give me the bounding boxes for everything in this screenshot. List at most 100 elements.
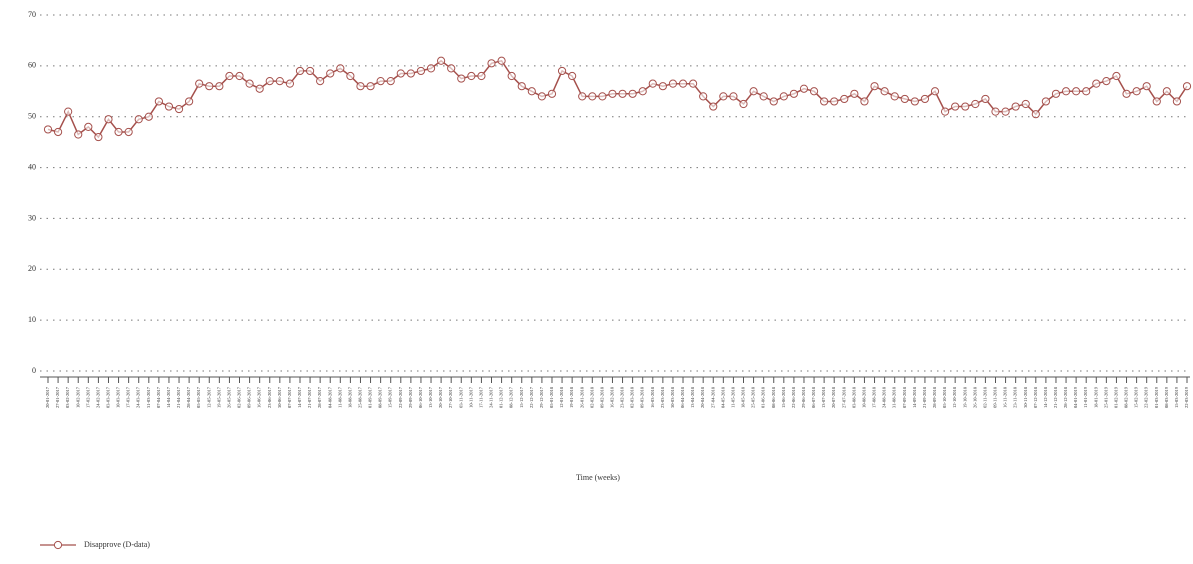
x-tick-label: 24-11-2017: [489, 386, 494, 408]
data-point: [628, 89, 637, 98]
x-tick-label: 03-02-2017: [65, 386, 70, 408]
x-tick-label: 03-08-2018: [851, 386, 856, 408]
data-point: [809, 87, 819, 96]
data-point: [890, 92, 899, 101]
x-tick-label: 25-05-2018: [751, 386, 756, 408]
data-point: [447, 64, 456, 73]
x-tick-label: 10-08-2018: [861, 386, 866, 408]
data-point: [547, 89, 557, 98]
x-tick-label: 18-05-2018: [741, 386, 746, 408]
x-tick-label: 22-12-2017: [529, 386, 534, 408]
x-tick-label: 20-01-2017: [45, 386, 50, 408]
data-point: [971, 99, 980, 109]
data-point: [295, 66, 305, 76]
x-tick-label: 27-04-2018: [710, 386, 715, 408]
series-line: [47, 59, 1188, 139]
x-tick-label: 25-08-2017: [358, 386, 363, 408]
x-tick-label: 19-05-2017: [216, 386, 221, 408]
x-tick-label: 05-01-2018: [549, 386, 554, 408]
data-point: [719, 92, 728, 101]
data-point: [1172, 97, 1182, 106]
data-point: [235, 71, 244, 81]
x-tick-label: 01-06-2018: [761, 386, 766, 408]
x-tick-label: 21-07-2017: [307, 386, 312, 408]
data-point: [517, 82, 526, 91]
data-point: [185, 97, 194, 106]
x-tick-label: 06-04-2018: [680, 386, 685, 408]
data-point: [578, 92, 587, 101]
x-tick-label: 12-10-2018: [952, 386, 957, 408]
x-tick-label: 30-06-2017: [277, 386, 282, 408]
data-point: [53, 127, 63, 137]
data-point: [537, 92, 547, 101]
data-point: [1011, 102, 1020, 111]
data-point: [568, 71, 577, 81]
x-tick-label: 02-11-2018: [982, 386, 987, 408]
x-tick-label: 11-08-2017: [337, 386, 342, 408]
data-point: [467, 71, 476, 81]
y-tick-label: 10: [28, 315, 36, 324]
data-point: [789, 89, 798, 98]
y-tick-label: 20: [28, 264, 36, 273]
data-point: [396, 69, 405, 78]
x-tick-label: 09-06-2017: [247, 386, 252, 408]
data-point: [830, 97, 839, 106]
x-tick-label: 19-10-2018: [962, 386, 967, 408]
x-tick-label: 17-11-2017: [478, 386, 483, 408]
data-point: [1001, 107, 1010, 116]
data-point: [265, 77, 274, 86]
data-point: [124, 127, 133, 137]
x-tick-label: 12-01-2018: [559, 386, 564, 408]
x-tick-label: 23-11-2018: [1013, 386, 1018, 408]
data-point: [688, 79, 698, 88]
data-point: [64, 107, 73, 116]
data-point: [114, 127, 123, 137]
x-tick-label: 08-03-2019: [1164, 386, 1169, 408]
x-tick-label: 04-05-2018: [720, 386, 725, 408]
data-point: [386, 77, 395, 86]
x-tick-label: 29-09-2017: [408, 386, 413, 408]
data-point: [487, 59, 496, 68]
data-point: [799, 84, 809, 93]
x-tick-label: 22-06-2018: [791, 386, 796, 408]
data-point: [1051, 89, 1061, 98]
y-tick-label: 60: [28, 61, 36, 70]
data-point: [557, 66, 567, 76]
data-point: [205, 82, 214, 91]
data-point: [638, 87, 647, 96]
x-tick-label: 08-09-2017: [378, 386, 383, 408]
x-tick-label: 11-01-2019: [1083, 386, 1088, 408]
x-tick-label: 07-04-2017: [156, 386, 161, 408]
data-point: [1092, 79, 1101, 88]
data-point: [316, 77, 325, 86]
x-tick-label: 14-07-2017: [297, 386, 302, 408]
x-tick-label: 23-03-2018: [660, 386, 665, 408]
data-point: [1021, 99, 1030, 109]
x-tick-label: 18-01-2019: [1093, 386, 1098, 408]
data-point: [820, 97, 829, 106]
x-tick-label: 09-11-2018: [993, 386, 998, 408]
x-tick-label: 27-01-2017: [55, 386, 60, 408]
x-tick-label: 29-06-2018: [801, 386, 806, 408]
data-point: [1041, 97, 1050, 106]
x-tick-label: 15-03-2019: [1174, 386, 1179, 408]
x-tick-label: 25-01-2019: [1103, 386, 1108, 408]
data-point: [920, 94, 930, 104]
y-tick-label: 0: [32, 366, 36, 375]
data-point: [759, 92, 768, 101]
data-point: [1182, 82, 1192, 91]
data-point: [930, 87, 940, 96]
x-tick-label: 21-04-2017: [176, 386, 181, 408]
data-point: [225, 71, 234, 81]
x-tick-label: 23-02-2018: [620, 386, 625, 408]
x-tick-label: 29-12-2017: [539, 386, 544, 408]
data-point: [43, 125, 53, 134]
x-tick-label: 16-03-2018: [650, 386, 655, 408]
data-point: [437, 56, 446, 65]
data-point: [618, 89, 627, 98]
data-point: [749, 87, 758, 96]
data-point: [285, 79, 295, 88]
data-point: [1031, 110, 1040, 119]
data-point: [154, 97, 163, 106]
